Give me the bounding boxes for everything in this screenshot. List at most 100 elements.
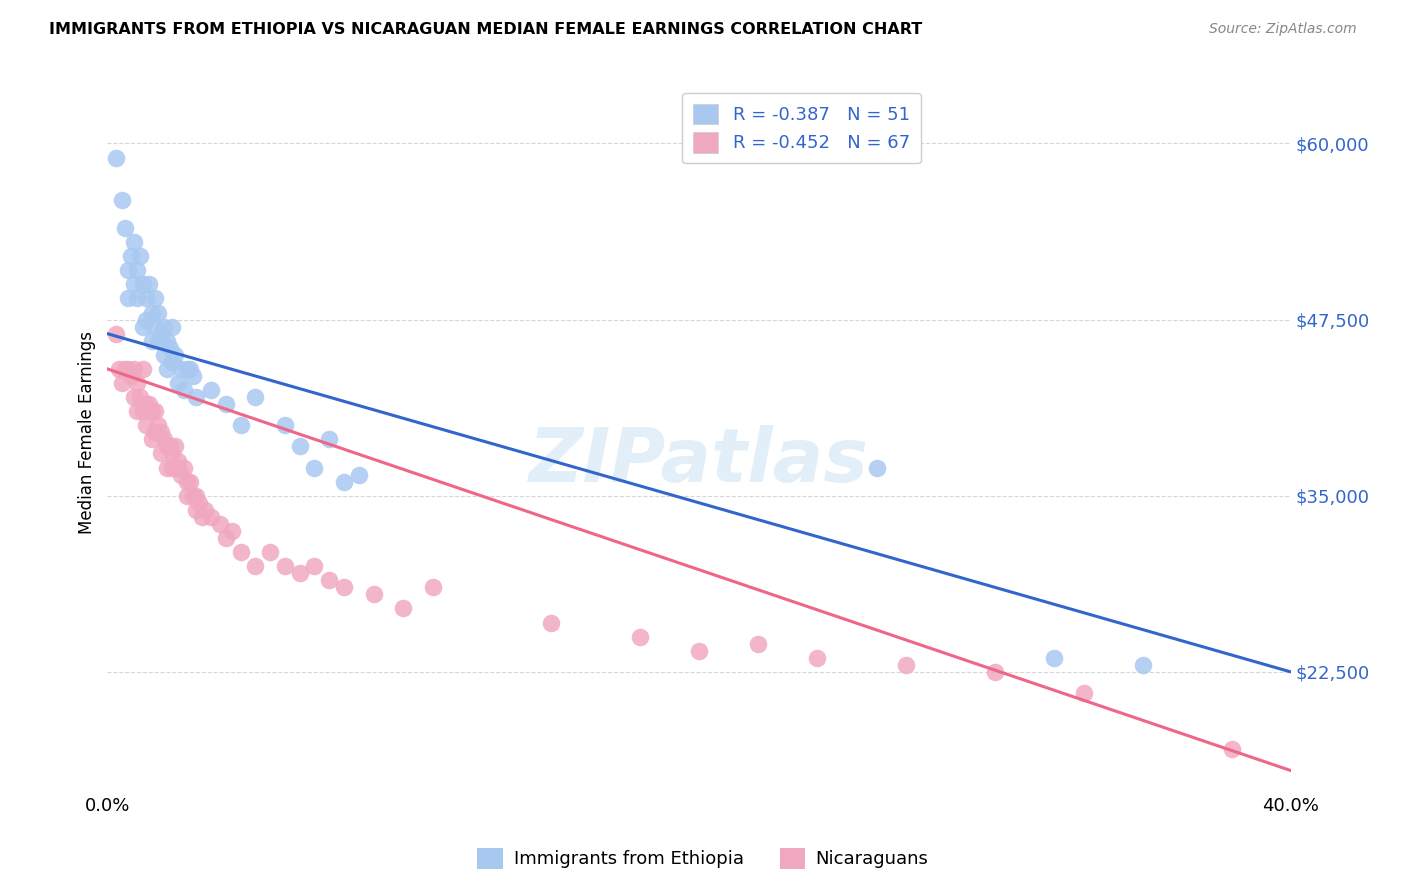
Point <box>135 312 157 326</box>
Point <box>179 362 201 376</box>
Point <box>141 404 163 418</box>
Point <box>132 277 155 292</box>
Point <box>215 397 238 411</box>
Point <box>181 489 204 503</box>
Point <box>170 467 193 482</box>
Point <box>141 334 163 348</box>
Legend: R = -0.387   N = 51, R = -0.452   N = 67: R = -0.387 N = 51, R = -0.452 N = 67 <box>682 93 921 163</box>
Point <box>159 341 181 355</box>
Point <box>347 467 370 482</box>
Point <box>138 397 160 411</box>
Point <box>125 404 148 418</box>
Point <box>149 326 172 341</box>
Point <box>200 383 222 397</box>
Point <box>149 446 172 460</box>
Point <box>173 460 195 475</box>
Point <box>167 460 190 475</box>
Point <box>143 404 166 418</box>
Point <box>141 433 163 447</box>
Legend: Immigrants from Ethiopia, Nicaraguans: Immigrants from Ethiopia, Nicaraguans <box>470 840 936 876</box>
Text: ZIPatlas: ZIPatlas <box>529 425 869 498</box>
Point <box>628 630 651 644</box>
Point <box>155 362 177 376</box>
Point <box>117 292 139 306</box>
Point <box>176 362 198 376</box>
Point <box>117 362 139 376</box>
Point <box>122 390 145 404</box>
Point <box>422 580 444 594</box>
Point <box>152 348 174 362</box>
Point <box>162 446 184 460</box>
Point <box>122 235 145 249</box>
Point <box>186 390 208 404</box>
Point <box>245 559 267 574</box>
Point <box>125 292 148 306</box>
Point <box>215 531 238 545</box>
Point <box>221 524 243 538</box>
Point <box>162 460 184 475</box>
Point <box>162 355 184 369</box>
Point <box>191 509 214 524</box>
Point <box>132 404 155 418</box>
Point <box>1220 742 1243 756</box>
Point <box>806 650 828 665</box>
Point <box>363 587 385 601</box>
Point <box>259 545 281 559</box>
Point <box>186 503 208 517</box>
Point <box>208 516 231 531</box>
Point <box>274 418 297 433</box>
Point <box>333 475 356 489</box>
Point <box>125 376 148 390</box>
Point <box>165 439 187 453</box>
Point <box>111 193 134 207</box>
Point <box>186 489 208 503</box>
Point <box>162 319 184 334</box>
Point <box>200 509 222 524</box>
Point <box>143 319 166 334</box>
Point <box>176 489 198 503</box>
Point <box>155 334 177 348</box>
Point <box>333 580 356 594</box>
Point <box>132 319 155 334</box>
Point <box>117 263 139 277</box>
Point <box>143 425 166 440</box>
Point <box>111 376 134 390</box>
Point <box>318 433 340 447</box>
Point <box>245 390 267 404</box>
Point <box>288 566 311 581</box>
Point <box>318 574 340 588</box>
Point <box>120 249 142 263</box>
Point <box>165 348 187 362</box>
Point <box>159 439 181 453</box>
Point <box>167 453 190 467</box>
Point <box>1043 650 1066 665</box>
Point <box>129 249 152 263</box>
Point <box>176 475 198 489</box>
Point <box>105 151 128 165</box>
Point <box>122 277 145 292</box>
Point <box>1073 686 1095 700</box>
Point <box>274 559 297 574</box>
Point <box>167 376 190 390</box>
Point <box>179 475 201 489</box>
Point <box>132 362 155 376</box>
Point <box>229 418 252 433</box>
Point <box>146 334 169 348</box>
Point <box>143 292 166 306</box>
Point <box>747 637 769 651</box>
Point <box>392 601 415 615</box>
Point <box>865 460 887 475</box>
Point <box>149 425 172 440</box>
Text: Source: ZipAtlas.com: Source: ZipAtlas.com <box>1209 22 1357 37</box>
Point <box>146 305 169 319</box>
Point <box>141 305 163 319</box>
Point <box>108 362 131 376</box>
Point <box>288 439 311 453</box>
Point <box>688 644 710 658</box>
Point <box>135 397 157 411</box>
Point <box>194 503 217 517</box>
Point <box>984 665 1007 679</box>
Point <box>122 362 145 376</box>
Point <box>229 545 252 559</box>
Point <box>304 559 326 574</box>
